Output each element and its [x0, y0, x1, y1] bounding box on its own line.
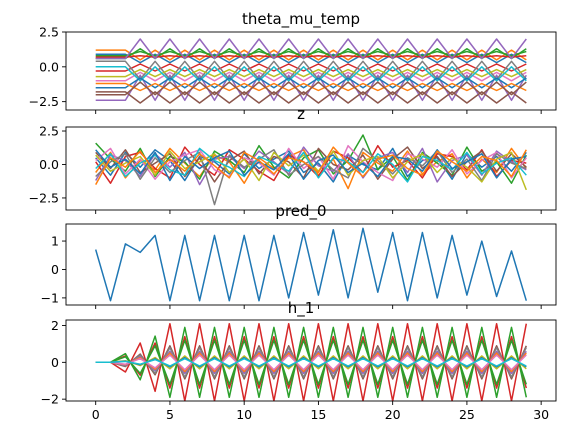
panel-theta-mu-temp: −2.5 0.0 2.5 theta_mu_temp [29, 10, 557, 114]
y-tick-label: −1 [41, 290, 59, 305]
y-tick-label: −2 [41, 392, 59, 407]
y-tick-label: 2 [51, 318, 59, 333]
y-tick-label: −2.5 [29, 94, 59, 109]
series-line-8 [95, 60, 527, 81]
y-tick-label: 0.0 [39, 59, 59, 74]
series-line-6 [95, 91, 527, 104]
panel-z: −2.5 0.0 2.5 z [29, 105, 557, 214]
y-tick-label: 2.5 [39, 124, 59, 139]
series-group [95, 134, 527, 206]
panel-pred-0: −1 0 1 pred_0 [41, 202, 557, 309]
series-line-2 [95, 49, 527, 61]
series-line-16 [95, 81, 527, 96]
panel-title-pred-0: pred_0 [275, 202, 326, 221]
series-group [95, 322, 528, 401]
y-tick-label: 1 [51, 234, 59, 249]
x-tick-label: 0 [92, 407, 100, 422]
series-line-11 [95, 77, 527, 89]
series-line-12 [95, 82, 527, 92]
panel-title-theta-mu-temp: theta_mu_temp [242, 10, 360, 29]
series-line-15 [95, 38, 527, 60]
axes-frame [65, 223, 557, 306]
y-tick-label: 2.5 [39, 25, 59, 40]
y-tick-label: 0 [51, 355, 59, 370]
series-line-7 [95, 71, 527, 82]
axes-frame [65, 319, 557, 402]
series-line-14 [95, 54, 527, 58]
series-line-11 [95, 149, 527, 182]
series-line-12 [95, 146, 527, 185]
y-tick-label: 0 [51, 262, 59, 277]
axes-frame [65, 31, 557, 111]
y-tick-label: −2.5 [29, 190, 59, 205]
series-line-12 [95, 357, 527, 367]
series-line-1 [94, 227, 528, 302]
x-tick-label: 10 [236, 407, 252, 422]
panel-title-h-1: h_1 [288, 299, 315, 318]
panel-title-z: z [297, 105, 305, 123]
series-group [95, 38, 527, 104]
series-line-9 [95, 150, 527, 191]
axes-frame [65, 126, 557, 211]
series-group [94, 227, 528, 302]
x-tick-label: 5 [166, 407, 174, 422]
series-line-8 [95, 147, 527, 206]
x-tick-label: 20 [385, 407, 401, 422]
x-tick-label: 25 [459, 407, 475, 422]
x-tick-label: 30 [533, 407, 549, 422]
series-line-10 [95, 66, 527, 82]
x-tick-label: 15 [310, 407, 326, 422]
y-tick-label: 0.0 [39, 157, 59, 172]
